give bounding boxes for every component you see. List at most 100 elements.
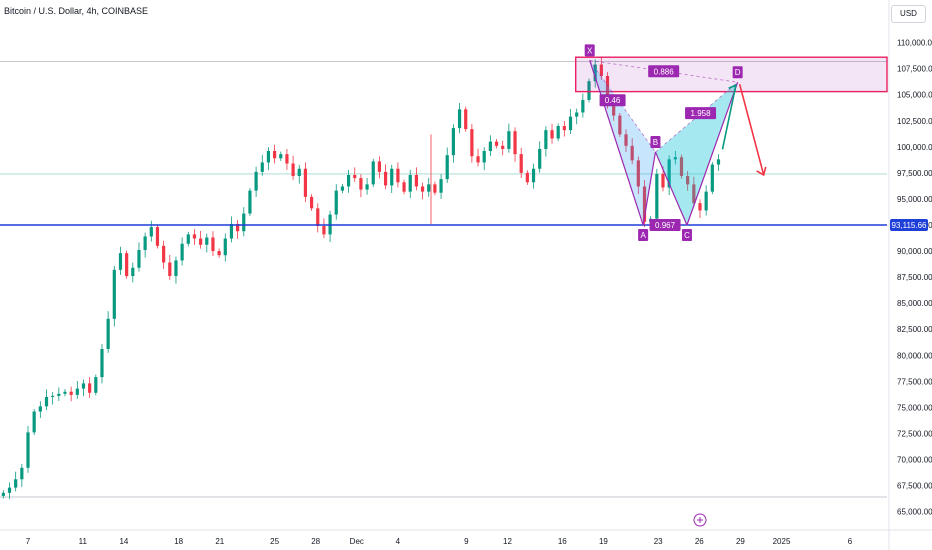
candle-up — [205, 237, 209, 245]
y-tick-label: 80,000.00 — [897, 351, 932, 360]
candle-up — [223, 238, 227, 256]
y-tick-label: 82,500.00 — [897, 325, 932, 334]
candle-up — [106, 318, 110, 350]
candle-up — [544, 130, 548, 149]
candle-down — [168, 262, 172, 277]
candle-up — [371, 161, 375, 185]
candle-down — [476, 156, 480, 163]
candle-down — [661, 173, 665, 188]
candle-up — [20, 467, 24, 480]
ratio-label: 0.46 — [605, 96, 621, 105]
candle-down — [642, 186, 647, 222]
candle-down — [377, 161, 382, 172]
candle-up — [75, 388, 79, 395]
y-tick-label: 70,000.00 — [897, 455, 932, 464]
candle-up — [538, 148, 542, 169]
candle-down — [236, 223, 240, 232]
candle-down — [420, 186, 425, 192]
ratio-badge — [648, 65, 680, 78]
candle-up — [439, 179, 443, 193]
candle-up — [587, 81, 591, 100]
point-badge-a — [638, 229, 649, 241]
candle-up — [149, 227, 153, 237]
candle-up — [14, 479, 18, 488]
pattern-leg — [642, 151, 657, 226]
candle-up — [174, 260, 178, 277]
candle-down — [513, 131, 517, 155]
bcd-triangle — [655, 82, 738, 225]
candle-down — [630, 145, 634, 161]
point-badge-c — [681, 229, 692, 241]
candle-up — [131, 267, 135, 277]
candle-down — [155, 227, 160, 246]
candle-up — [710, 164, 714, 192]
y-tick-label: 85,000.00 — [897, 299, 932, 308]
candle-down — [618, 115, 622, 135]
candle-down — [599, 64, 603, 76]
candle-up — [38, 406, 42, 412]
y-tick-label: 72,500.00 — [897, 429, 932, 438]
candle-up — [32, 411, 36, 433]
candle-up — [390, 168, 394, 186]
pattern-leg — [654, 151, 688, 226]
candle-up — [229, 223, 234, 239]
candle-up — [427, 184, 431, 192]
x-tick-label: 7 — [26, 537, 31, 546]
candle-up — [94, 377, 98, 393]
candle-down — [464, 109, 468, 130]
x-tick-label: 14 — [119, 537, 128, 546]
candle-up — [531, 168, 536, 183]
y-tick-label: 90,000.00 — [897, 247, 932, 256]
candle-up — [279, 154, 283, 159]
candle-up — [254, 171, 258, 191]
candle-down — [679, 157, 684, 177]
candle-down — [494, 141, 499, 146]
candle-up — [704, 191, 708, 211]
candle-down — [88, 383, 92, 393]
candle-down — [273, 151, 277, 159]
candle-down — [624, 134, 628, 146]
axis-layer: 110,000.00 107,500.00 105,000.00 102,500.00… — [26, 39, 932, 546]
point-label-b: B — [653, 138, 658, 147]
candle-up — [568, 116, 573, 131]
candle-up — [143, 236, 147, 251]
ratio-label: 0.886 — [654, 67, 675, 76]
candle-up — [81, 383, 86, 389]
candle-up — [186, 234, 190, 244]
point-label-c: C — [684, 231, 690, 240]
candle-up — [655, 173, 659, 219]
candle-up — [248, 190, 252, 214]
candle-up — [118, 253, 123, 270]
candle-down — [309, 196, 314, 209]
candle-up — [488, 141, 492, 152]
currency-selector[interactable]: USD — [891, 5, 926, 23]
candle-up — [408, 174, 412, 192]
harmonic-pattern-layer: X A B C D 0.886 0.46 1.958 0.967 — [0, 44, 888, 241]
candle-up — [575, 112, 579, 117]
candle-down — [359, 178, 363, 190]
y-tick-label: 97,500.00 — [897, 169, 932, 178]
y-tick-label: 75,000.00 — [897, 403, 932, 412]
candle-down — [192, 234, 197, 239]
candle-down — [69, 391, 73, 395]
ratio-label: 1.958 — [691, 109, 712, 118]
candle-up — [581, 99, 585, 113]
candle-up — [340, 186, 345, 191]
candle-down — [562, 126, 566, 131]
y-tick-label: 110,000.00 — [897, 39, 932, 48]
candle-down — [692, 184, 696, 204]
candle-down — [550, 130, 554, 139]
candle-down — [322, 226, 326, 235]
ratio-label: 0.967 — [655, 221, 676, 230]
point-label-d: D — [735, 68, 741, 77]
x-tick-label: 12 — [503, 537, 512, 546]
y-tick-label: 105,000.00 — [897, 91, 932, 100]
y-tick-label: 77,500.00 — [897, 377, 932, 386]
x-tick-label: 29 — [736, 537, 745, 546]
candle-up — [716, 159, 721, 165]
ratio-badge — [599, 94, 626, 107]
x-tick-label: 21 — [215, 537, 224, 546]
candle-up — [26, 432, 30, 468]
